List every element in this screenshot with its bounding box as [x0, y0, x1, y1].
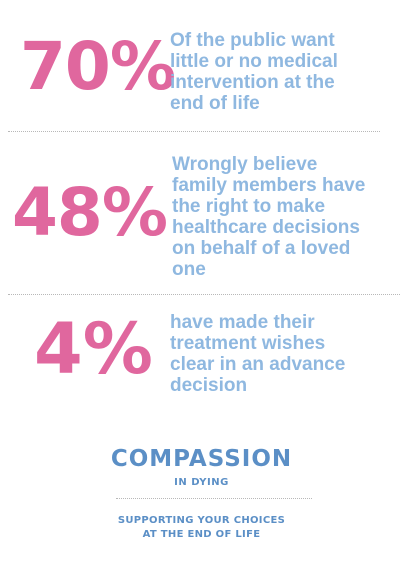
- stat-description: Wrongly believe family members have the …: [172, 154, 400, 280]
- dotted-divider: [8, 131, 380, 132]
- stat-percentage: 4%: [34, 308, 153, 390]
- stat-description-line: healthcare decisions: [172, 217, 360, 238]
- stat-description-line: the right to make: [172, 196, 326, 217]
- stat-description: Of the public want little or no medical …: [170, 30, 395, 114]
- stat-description-line: intervention at the: [170, 72, 335, 93]
- stat-description-line: have made their: [170, 312, 315, 333]
- stat-description-line: little or no medical: [170, 51, 338, 72]
- stat-description-line: clear in an advance: [170, 354, 346, 375]
- stat-description-line: one: [172, 259, 206, 280]
- stat-description-line: Of the public want: [170, 30, 335, 51]
- stat-description-line: Wrongly believe: [172, 154, 318, 175]
- compassion-in-dying-logo: COMPASSION: [110, 446, 293, 472]
- dotted-divider: [8, 294, 400, 295]
- logo-dotted-divider: [116, 498, 312, 499]
- logo-subtitle: IN DYING: [174, 477, 229, 488]
- stat-percentage: 48%: [12, 174, 168, 251]
- stat-description-line: family members have: [172, 175, 366, 196]
- tagline-line: SUPPORTING YOUR CHOICES: [117, 515, 286, 526]
- stat-percentage: 70%: [20, 28, 176, 105]
- tagline-line: AT THE END OF LIFE: [142, 529, 261, 540]
- stat-description-line: on behalf of a loved: [172, 238, 351, 259]
- stat-block-4: 4% have made their treatment wishes clea…: [0, 310, 403, 410]
- stat-description: have made their treatment wishes clear i…: [170, 312, 395, 396]
- stat-description-line: end of life: [170, 93, 260, 114]
- stat-block-70: 70% Of the public want little or no medi…: [0, 28, 403, 128]
- stat-block-48: 48% Wrongly believe family members have …: [0, 152, 403, 287]
- stat-description-line: decision: [170, 375, 248, 396]
- stat-description-line: treatment wishes: [170, 333, 326, 354]
